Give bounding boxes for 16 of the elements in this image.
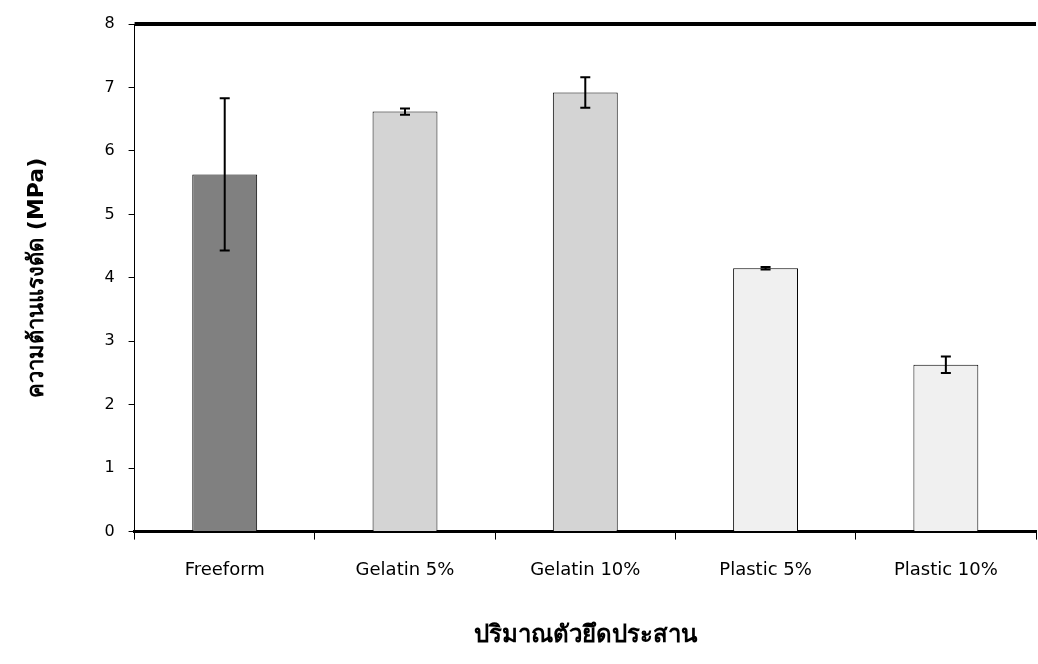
y-tick-label: 3	[104, 330, 115, 350]
y-tick-label: 8	[104, 13, 115, 33]
x-axis-title: ปริมาณตัวยึดประสาน	[473, 619, 698, 648]
y-tick-label: 0	[104, 520, 115, 540]
x-tick-label: Plastic 5%	[719, 558, 812, 580]
x-tick-label: Gelatin 10%	[530, 558, 641, 580]
x-tick-label: Gelatin 5%	[355, 558, 455, 580]
y-tick-label: 5	[104, 203, 115, 223]
y-tick-label: 1	[104, 457, 115, 477]
y-axis-title: ความต้านแรงดัด (MPa)	[22, 157, 48, 398]
y-tick-label: 2	[104, 393, 115, 413]
x-tick-label: Freeform	[184, 558, 265, 580]
x-tick-label: Plastic 10%	[893, 558, 998, 580]
y-tick-label: 4	[104, 266, 115, 286]
y-tick-label: 7	[104, 76, 115, 96]
y-tick-label: 6	[104, 140, 115, 160]
